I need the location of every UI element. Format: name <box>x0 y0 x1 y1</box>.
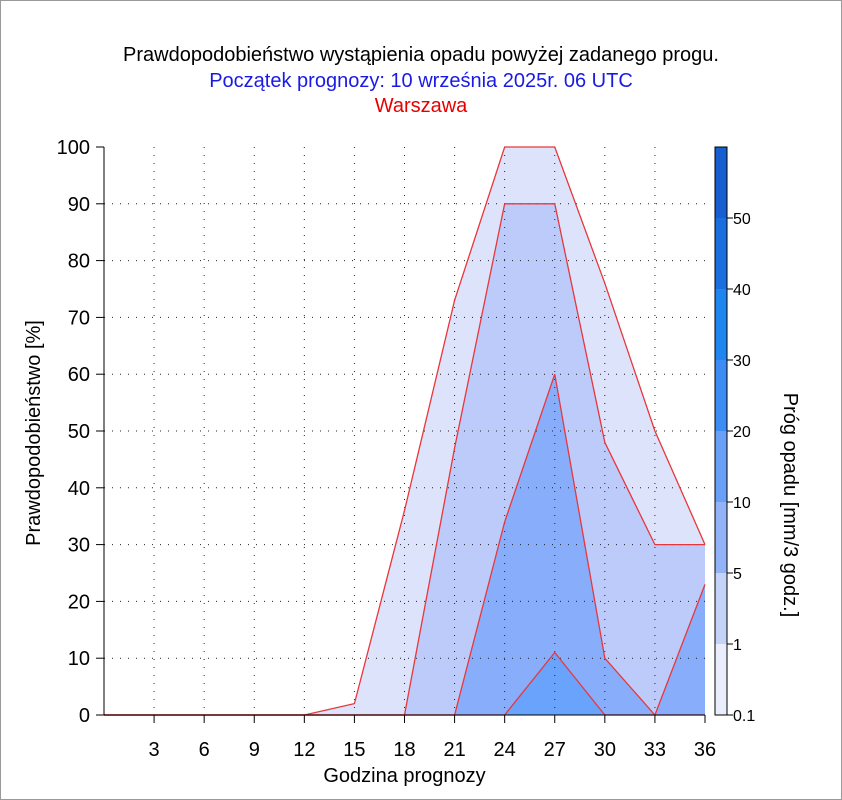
x-tick-label: 6 <box>199 739 210 761</box>
colorbar-tick-label: 1 <box>733 637 742 654</box>
colorbar-segment <box>715 644 727 715</box>
y-tick-label: 0 <box>79 705 90 727</box>
x-tick-label: 33 <box>644 739 666 761</box>
y-tick-label: 30 <box>68 535 90 557</box>
colorbar-segment <box>715 147 727 218</box>
colorbar-segment <box>715 218 727 289</box>
colorbar-tick-label: 20 <box>733 424 751 441</box>
y-tick-label: 60 <box>68 364 90 386</box>
y-tick-label: 100 <box>57 137 90 159</box>
colorbar-tick-label: 50 <box>733 211 751 228</box>
x-tick-label: 30 <box>594 739 616 761</box>
y-axis-label: Prawdopodobieństwo [%] <box>23 320 45 546</box>
y-tick-label: 10 <box>68 648 90 670</box>
x-tick-label: 18 <box>393 739 415 761</box>
x-tick-label: 12 <box>293 739 315 761</box>
colorbar-label: Próg opadu [mm/3 godz.] <box>779 393 801 618</box>
x-tick-label: 24 <box>494 739 516 761</box>
y-tick-label: 50 <box>68 421 90 443</box>
chart-subtitle-location: Warszawa <box>374 95 468 117</box>
colorbar-segment <box>715 289 727 360</box>
colorbar-segment <box>715 502 727 573</box>
chart-title: Prawdopodobieństwo wystąpienia opadu pow… <box>123 44 719 66</box>
colorbar-tick-label: 5 <box>733 566 742 583</box>
x-tick-label: 9 <box>249 739 260 761</box>
x-tick-label: 3 <box>149 739 160 761</box>
colorbar-segment <box>715 360 727 431</box>
x-tick-label: 21 <box>443 739 465 761</box>
x-tick-label: 27 <box>544 739 566 761</box>
y-tick-label: 80 <box>68 251 90 273</box>
y-tick-label: 90 <box>68 194 90 216</box>
colorbar-tick-label: 0.1 <box>733 708 755 725</box>
colorbar-segment <box>715 573 727 644</box>
colorbar-tick-label: 30 <box>733 353 751 370</box>
y-tick-label: 20 <box>68 591 90 613</box>
x-tick-label: 36 <box>694 739 716 761</box>
colorbar-tick-label: 10 <box>733 495 751 512</box>
x-axis-label: Godzina prognozy <box>323 765 485 787</box>
y-tick-label: 70 <box>68 307 90 329</box>
colorbar-tick-label: 40 <box>733 282 751 299</box>
y-tick-label: 40 <box>68 478 90 500</box>
chart-subtitle-date: Początek prognozy: 10 września 2025r. 06… <box>209 70 633 92</box>
x-tick-label: 15 <box>343 739 365 761</box>
colorbar-segment <box>715 431 727 502</box>
